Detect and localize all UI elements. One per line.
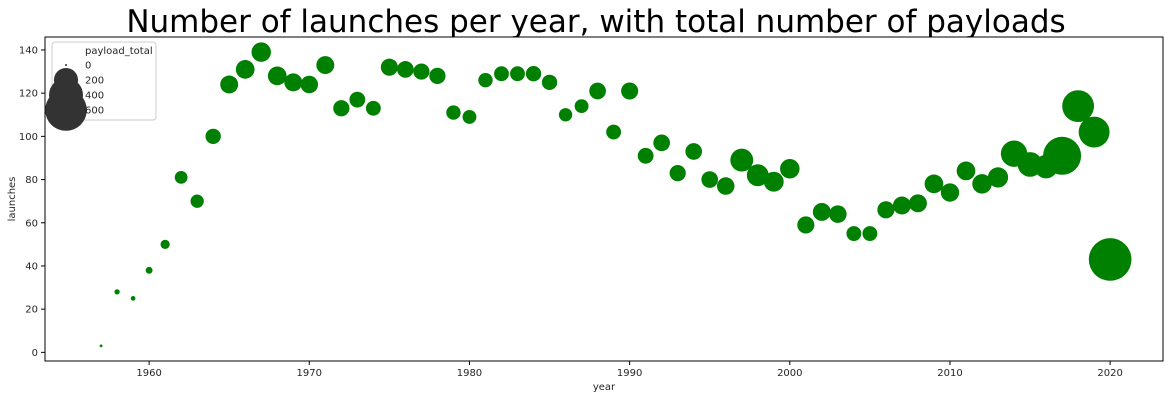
data-point (1078, 116, 1110, 148)
data-point (114, 289, 120, 295)
data-point (846, 226, 862, 241)
data-point (1088, 238, 1132, 281)
data-points (99, 42, 1132, 348)
data-point (908, 194, 927, 213)
data-point (413, 63, 430, 80)
data-point (763, 171, 784, 192)
x-axis-ticks: 1960 1970 1980 1990 2000 2010 2020 (136, 361, 1123, 379)
data-point (99, 344, 103, 348)
data-point (333, 100, 350, 117)
data-point (174, 171, 188, 184)
data-point (316, 56, 335, 75)
data-point (160, 239, 170, 249)
data-point (730, 148, 754, 172)
data-point (574, 99, 589, 114)
data-point (621, 82, 639, 100)
legend-title: payload_total (85, 46, 153, 57)
x-tick-label: 2020 (1097, 368, 1122, 379)
data-point (892, 196, 911, 215)
y-tick-label: 100 (19, 132, 38, 143)
data-point (558, 108, 573, 122)
plot-area (44, 36, 1164, 362)
data-point (145, 266, 153, 274)
y-tick-label: 40 (25, 261, 38, 272)
data-point (541, 74, 558, 91)
x-tick-label: 2000 (777, 368, 802, 379)
data-point (300, 75, 319, 94)
data-point (924, 174, 944, 194)
data-point (235, 60, 255, 79)
data-point (972, 174, 992, 194)
data-point (685, 143, 703, 160)
legend: payload_total 0 200 400 600 (45, 41, 157, 131)
x-tick-label: 1990 (617, 368, 642, 379)
data-point (190, 194, 204, 208)
x-tick-label: 1970 (297, 368, 322, 379)
data-point (716, 177, 735, 195)
data-point (349, 91, 366, 108)
legend-label: 600 (85, 106, 104, 117)
data-point (877, 201, 895, 219)
data-point (1043, 136, 1082, 175)
data-point (746, 164, 769, 187)
y-axis-label: launches (7, 177, 18, 222)
y-tick-label: 0 (32, 348, 38, 359)
data-point (446, 105, 461, 120)
legend-label: 400 (85, 91, 104, 102)
data-point (780, 159, 800, 179)
data-point (829, 205, 847, 223)
y-tick-label: 80 (25, 175, 38, 186)
data-point (637, 147, 654, 164)
data-point (251, 42, 271, 62)
data-point (653, 134, 670, 152)
y-tick-label: 120 (19, 89, 38, 100)
x-tick-label: 1960 (136, 368, 161, 379)
data-point (956, 161, 976, 181)
data-point (525, 66, 542, 82)
x-tick-label: 2010 (937, 368, 962, 379)
data-point (701, 171, 719, 188)
data-point (130, 296, 136, 301)
legend-marker (65, 64, 67, 66)
data-point (462, 109, 477, 124)
data-point (812, 202, 831, 221)
data-point (205, 128, 221, 145)
legend-marker (45, 89, 87, 131)
data-point (284, 73, 303, 92)
data-point (267, 66, 287, 86)
data-point (494, 66, 509, 82)
data-point (589, 82, 606, 100)
data-point (397, 61, 414, 78)
data-point (987, 167, 1009, 188)
data-point (797, 216, 815, 234)
x-tick-label: 1980 (457, 368, 482, 379)
data-point (429, 67, 446, 84)
data-point (365, 100, 381, 116)
data-point (862, 226, 878, 241)
data-point (510, 66, 525, 82)
data-point (220, 75, 239, 94)
data-point (606, 124, 622, 140)
chart-title: Number of launches per year, with total … (126, 4, 1065, 40)
data-point (380, 58, 398, 76)
y-tick-label: 60 (25, 218, 38, 229)
legend-label: 0 (85, 61, 91, 72)
x-axis-label: year (593, 382, 616, 393)
y-axis-ticks: 0 20 40 60 80 100 120 140 (19, 45, 45, 359)
legend-label: 200 (85, 76, 104, 87)
data-point (669, 164, 686, 182)
y-tick-label: 140 (19, 45, 38, 56)
data-point (940, 183, 960, 202)
y-tick-label: 20 (25, 305, 38, 316)
data-point (1062, 90, 1095, 123)
data-point (478, 73, 493, 88)
